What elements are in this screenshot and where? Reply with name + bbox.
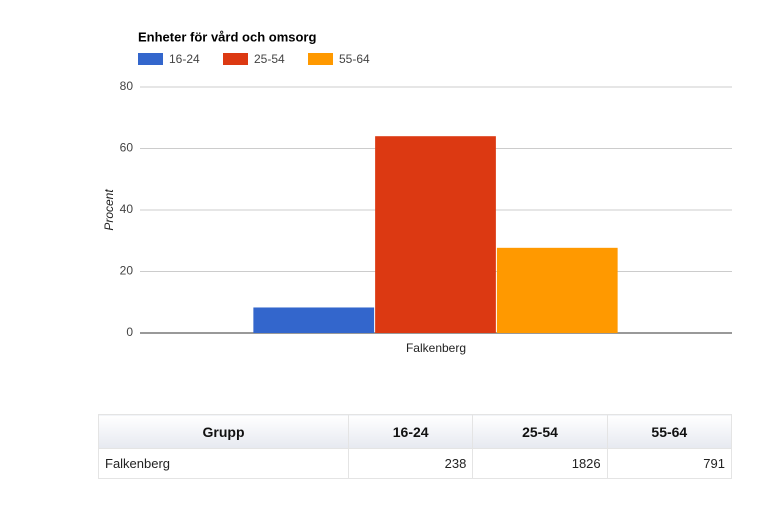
- y-tick-label: 40: [120, 202, 134, 216]
- table-header: Grupp 16-24 25-54 55-64: [97, 414, 733, 449]
- table-cell: 238: [348, 448, 474, 479]
- bar: [375, 136, 496, 333]
- bar: [253, 307, 375, 333]
- y-axis-label: Procent: [102, 189, 116, 231]
- bar: [496, 247, 618, 333]
- y-tick-label: 60: [120, 141, 134, 155]
- chart: Enheter för vård och omsorg Procent 0 20 4…: [102, 29, 732, 355]
- y-tick-label: 80: [120, 79, 134, 93]
- legend-swatch: [223, 53, 248, 65]
- legend-label: 16-24: [169, 52, 200, 66]
- y-tick-label: 0: [126, 325, 133, 339]
- legend-label: 25-54: [254, 52, 285, 66]
- table-cell: 1826: [472, 448, 608, 479]
- legend-label: 55-64: [339, 52, 370, 66]
- legend-swatch: [308, 53, 333, 65]
- x-tick-label: Falkenberg: [406, 341, 466, 355]
- column-header: 25-54: [472, 414, 608, 449]
- chart-title: Enheter för vård och omsorg: [138, 29, 316, 44]
- table-body: Falkenberg 238 1826 791: [97, 448, 733, 479]
- table-cell: Falkenberg: [97, 448, 350, 479]
- table-cell: 791: [606, 448, 733, 479]
- legend-swatch: [138, 53, 163, 65]
- y-tick-label: 20: [120, 264, 134, 278]
- column-header: 55-64: [606, 414, 733, 449]
- table-row: Falkenberg 238 1826 791: [97, 448, 733, 479]
- column-header: 16-24: [348, 414, 474, 449]
- data-table: Grupp 16-24 25-54 55-64 Falkenberg 238 1826 79…: [97, 414, 733, 479]
- column-header: Grupp: [97, 414, 350, 449]
